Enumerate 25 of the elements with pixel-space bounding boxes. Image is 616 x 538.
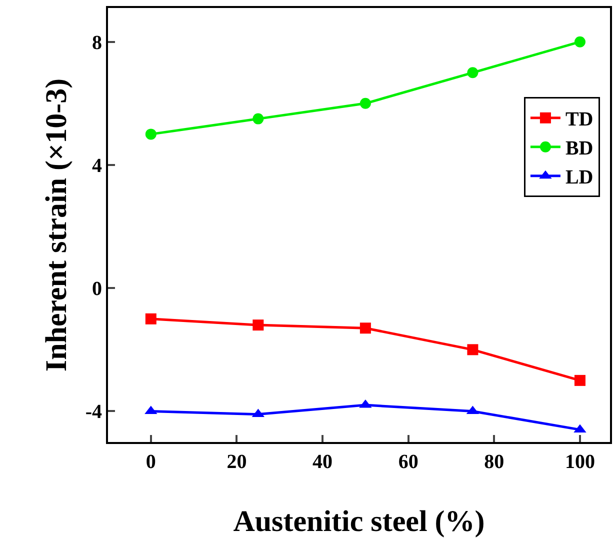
x-tick-label: 80 (484, 451, 504, 473)
x-axis-title: Austenitic steel (%) (233, 505, 485, 538)
point (574, 36, 586, 48)
x-tick-label: 40 (312, 451, 333, 473)
x-tick-label: 20 (226, 451, 247, 473)
y-tick-label: -4 (85, 401, 102, 424)
x-tick-label: 60 (398, 451, 418, 473)
point (574, 374, 586, 386)
x-tick-label: 100 (564, 451, 595, 473)
y-tick-label: 4 (92, 154, 102, 177)
y-tick-label: 8 (92, 32, 102, 54)
point (467, 67, 478, 78)
point (252, 320, 264, 331)
legend-label: TD (565, 108, 594, 131)
point (145, 128, 156, 140)
point (467, 344, 478, 356)
point (360, 98, 371, 109)
y-axis-title: Inherent strain (×10-3) (40, 78, 73, 372)
x-tick-label: 0 (146, 451, 156, 473)
point (145, 313, 156, 324)
y-tick-label: 0 (92, 278, 102, 300)
point (252, 113, 264, 124)
point (360, 322, 371, 334)
legend-label: LD (565, 166, 594, 189)
legend-label: BD (565, 138, 594, 160)
